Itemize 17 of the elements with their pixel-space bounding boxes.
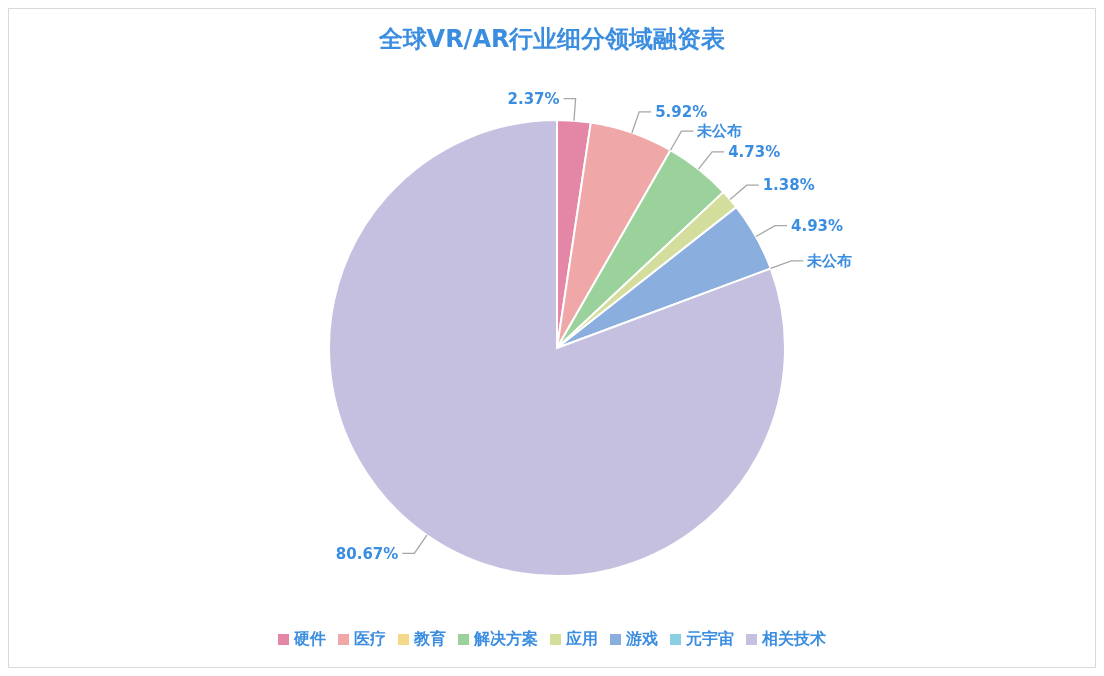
legend-label: 应用 [566, 629, 598, 650]
data-label: 2.37% [507, 89, 560, 108]
legend-label: 教育 [414, 629, 446, 650]
legend-label: 医疗 [354, 629, 386, 650]
legend-label: 硬件 [294, 629, 326, 650]
legend-label: 相关技术 [762, 629, 826, 650]
text: 未公布 [807, 252, 853, 271]
data-label: 80.67% [335, 544, 399, 563]
data-label: 4.73% [728, 143, 781, 162]
data-label: 4.93% [791, 216, 844, 235]
data-label: 5.92% [655, 103, 708, 122]
legend-label: 元宇宙 [686, 629, 734, 650]
chart-title: 全球VR/AR行业细分领域融资表 [377, 24, 727, 55]
data-label: 1.38% [762, 176, 815, 195]
text: 未公布 [697, 122, 743, 141]
legend-label: 游戏 [626, 629, 658, 650]
legend-label: 解决方案 [474, 629, 538, 650]
